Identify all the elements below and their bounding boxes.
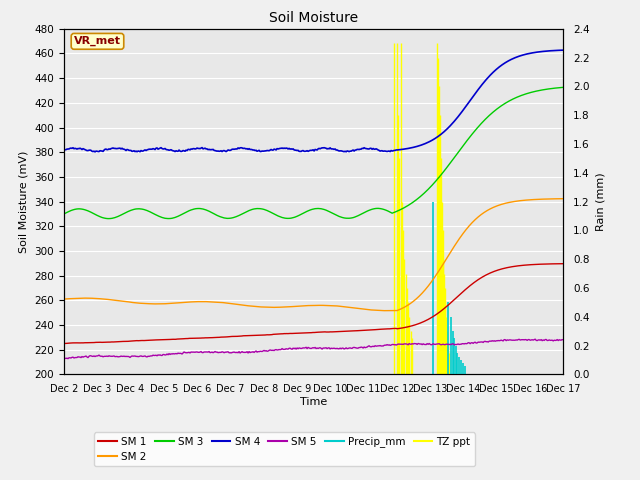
Title: Soil Moisture: Soil Moisture (269, 11, 358, 25)
X-axis label: Time: Time (300, 397, 327, 407)
Text: VR_met: VR_met (74, 36, 121, 47)
Y-axis label: Soil Moisture (mV): Soil Moisture (mV) (19, 150, 29, 253)
Y-axis label: Rain (mm): Rain (mm) (595, 172, 605, 231)
Legend: SM 1, SM 2, SM 3, SM 4, SM 5, Precip_mm, TZ ppt: SM 1, SM 2, SM 3, SM 4, SM 5, Precip_mm,… (94, 432, 475, 466)
